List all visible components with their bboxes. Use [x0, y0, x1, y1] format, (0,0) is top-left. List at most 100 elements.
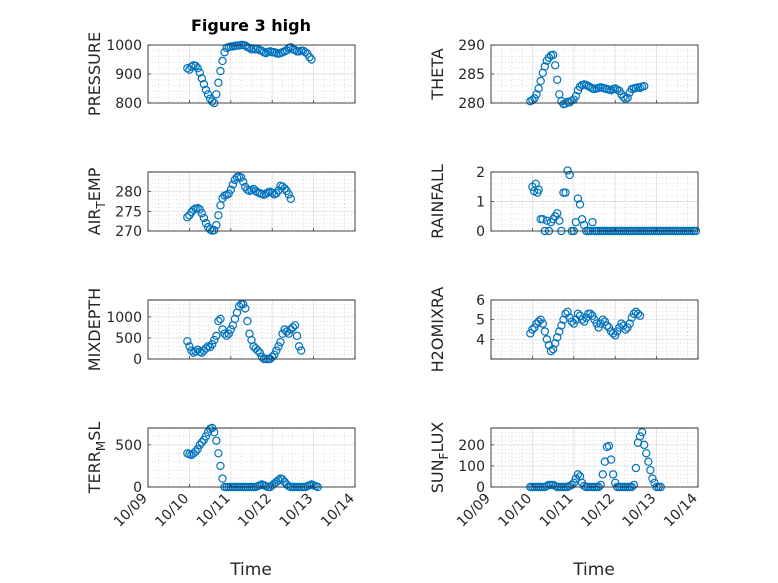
data-point — [528, 325, 537, 334]
data-point — [617, 319, 626, 328]
data-point — [642, 449, 651, 458]
data-point — [557, 321, 566, 330]
axes-frame — [147, 299, 356, 360]
data-point — [639, 440, 649, 450]
data-point — [187, 346, 196, 355]
plot-area — [147, 427, 356, 488]
data-point — [573, 309, 583, 318]
data-point — [561, 188, 570, 197]
data-point — [567, 480, 576, 490]
data-point — [637, 428, 647, 437]
x-axis-label-right: Time — [572, 560, 615, 580]
x-tick-label: 10/14 — [318, 490, 358, 530]
y-tick-label: 285 — [458, 67, 485, 83]
x-tick-label: 10/09 — [111, 491, 151, 531]
data-point — [282, 327, 291, 336]
data-point — [550, 61, 560, 70]
x-tick-label: 10/10 — [152, 491, 192, 531]
data-point — [274, 476, 283, 485]
data-point — [218, 56, 227, 66]
data-point — [278, 329, 287, 338]
data-point — [623, 93, 632, 102]
data-point — [207, 340, 217, 349]
data-point — [278, 182, 287, 191]
data-point — [239, 300, 248, 309]
data-point — [224, 329, 233, 338]
data-point — [611, 331, 620, 340]
y-tick-label: 5 — [476, 313, 485, 329]
data-point — [201, 344, 211, 353]
data-point — [276, 337, 285, 347]
axes-frame — [147, 171, 356, 232]
y-axis-label: TERRMSL — [85, 422, 108, 495]
data-point — [214, 211, 223, 220]
data-point — [197, 438, 207, 447]
data-point — [274, 342, 283, 351]
y-label-part: SUN — [428, 459, 447, 493]
data-point — [604, 323, 614, 332]
data-point — [602, 321, 612, 330]
subplot-7: 0 500 10/09 10/10 10/11 10/12 10/13 10/14 TERRMS… — [85, 422, 358, 531]
data-point — [195, 68, 204, 77]
data-point — [526, 329, 535, 338]
data-point — [183, 213, 192, 222]
data-point — [588, 311, 597, 320]
data-point — [604, 441, 614, 451]
y-axis-label: RAINFALL — [428, 164, 447, 239]
y-label-subscript: F — [437, 452, 451, 459]
data-point — [243, 316, 252, 326]
x-tick-label: 10/13 — [277, 491, 317, 531]
subplot-4: 0 1 2 RAINFALL — [428, 164, 701, 240]
data-point — [565, 170, 574, 180]
data-point — [212, 331, 221, 341]
data-point — [284, 190, 293, 199]
data-point — [268, 352, 277, 362]
y-label-part: SL — [85, 422, 104, 441]
data-point — [546, 346, 556, 356]
data-point — [292, 331, 302, 341]
data-point — [301, 48, 310, 57]
data-point — [608, 470, 618, 479]
data-point — [555, 327, 564, 336]
x-tick-label: 10/12 — [578, 491, 618, 531]
y-label-part: EMP — [85, 167, 104, 201]
data-point — [201, 432, 211, 441]
data-point — [553, 333, 562, 342]
y-axis-label: H2OMIXRA — [428, 287, 447, 373]
data-point — [536, 76, 545, 86]
data-point — [579, 317, 589, 326]
data-point — [224, 189, 233, 198]
data-point — [241, 41, 250, 50]
data-point — [214, 316, 223, 326]
data-point — [216, 461, 225, 471]
data-point — [197, 74, 207, 83]
data-point — [540, 327, 550, 336]
data-point — [573, 470, 583, 479]
y-tick-label: 270 — [115, 224, 142, 240]
data-point — [571, 474, 581, 483]
data-point — [272, 346, 281, 355]
data-point — [534, 84, 543, 93]
data-point — [193, 444, 202, 454]
data-point — [598, 315, 607, 324]
x-tick-label: 10/14 — [661, 490, 701, 530]
data-point — [286, 43, 296, 52]
data-point — [563, 307, 572, 316]
data-point — [199, 213, 209, 223]
data-point — [257, 46, 267, 56]
y-tick-label: 280 — [115, 185, 142, 201]
data-point — [606, 455, 616, 464]
y-tick-label: 800 — [115, 96, 142, 112]
data-point — [191, 61, 200, 71]
y-tick-label: 290 — [458, 38, 485, 54]
y-tick-label: 1000 — [106, 310, 142, 326]
data-point — [536, 315, 545, 324]
data-point — [218, 325, 227, 334]
data-point — [575, 82, 585, 91]
data-point — [588, 217, 597, 227]
x-tick-label: 10/11 — [194, 491, 234, 531]
data-point — [278, 475, 287, 484]
data-point — [573, 194, 583, 203]
data-point — [639, 81, 649, 91]
